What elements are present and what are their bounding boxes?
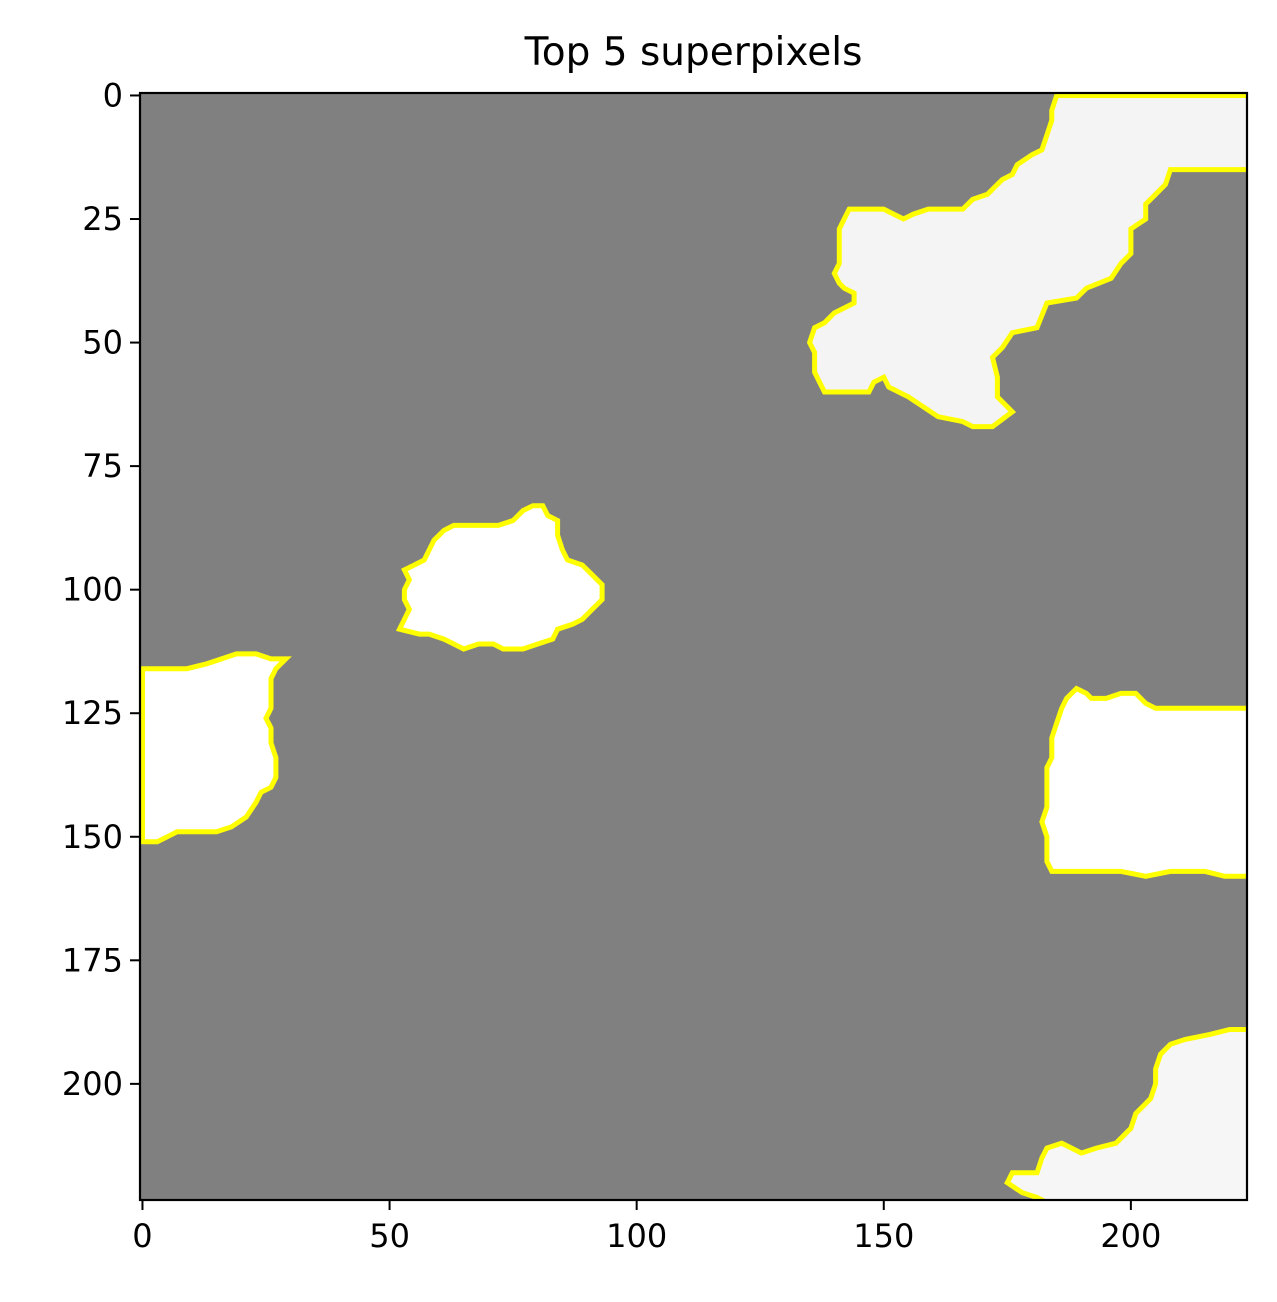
superpixel-region-2 xyxy=(395,503,605,652)
y-tick-label: 175 xyxy=(62,941,123,979)
superpixel-region-5 xyxy=(1004,1027,1247,1200)
y-axis: 0 25 50 75 100 125 150 175 200 xyxy=(62,76,140,1103)
x-tick-label: 200 xyxy=(1100,1217,1161,1255)
superpixel-region-1 xyxy=(806,93,1247,430)
y-tick-label: 150 xyxy=(62,818,123,856)
superpixel-region-4 xyxy=(1039,685,1247,879)
superpixel-regions xyxy=(140,93,1247,1200)
x-tick-label: 150 xyxy=(853,1217,914,1255)
axes-frame xyxy=(138,91,1249,1202)
y-tick-label: 25 xyxy=(82,200,123,238)
x-tick-label: 100 xyxy=(606,1217,667,1255)
x-axis: 0 50 100 150 200 xyxy=(132,1200,1161,1255)
superpixel-region-3 xyxy=(140,651,292,845)
x-tick-label: 50 xyxy=(369,1217,410,1255)
y-tick-label: 75 xyxy=(82,447,123,485)
y-tick-label: 50 xyxy=(82,324,123,362)
y-tick-label: 125 xyxy=(62,694,123,732)
y-tick-label: 100 xyxy=(62,571,123,609)
y-tick-label: 200 xyxy=(62,1065,123,1103)
y-tick-label: 0 xyxy=(103,76,123,114)
chart-title: Top 5 superpixels xyxy=(524,30,863,75)
x-tick-label: 0 xyxy=(132,1217,152,1255)
